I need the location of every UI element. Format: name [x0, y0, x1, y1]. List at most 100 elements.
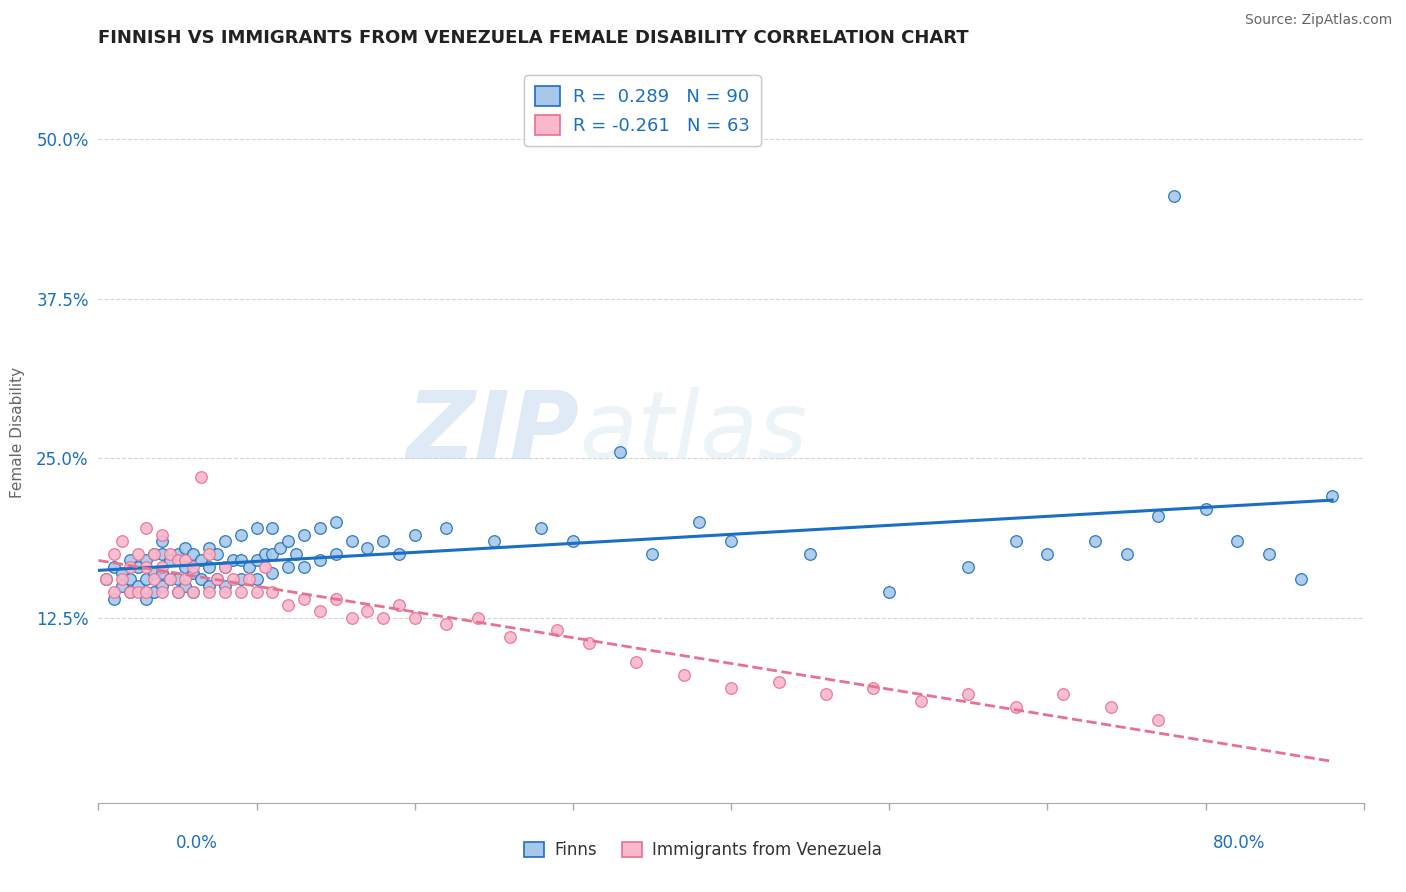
- Point: [309, 521, 332, 535]
- Point: [214, 534, 236, 549]
- Point: [356, 604, 378, 618]
- Point: [238, 559, 260, 574]
- Point: [111, 534, 134, 549]
- Point: [371, 534, 394, 549]
- Point: [229, 585, 252, 599]
- Point: [1004, 534, 1026, 549]
- Point: [546, 624, 568, 638]
- Point: [150, 547, 173, 561]
- Y-axis label: Female Disability: Female Disability: [10, 367, 25, 499]
- Point: [159, 573, 181, 587]
- Point: [174, 579, 197, 593]
- Point: [688, 515, 710, 529]
- Point: [253, 547, 276, 561]
- Point: [96, 573, 118, 587]
- Point: [285, 547, 308, 561]
- Point: [205, 547, 228, 561]
- Text: ZIP: ZIP: [406, 386, 579, 479]
- Point: [720, 534, 742, 549]
- Point: [166, 553, 188, 567]
- Point: [436, 521, 458, 535]
- Point: [135, 591, 157, 606]
- Point: [174, 541, 197, 555]
- Point: [467, 611, 489, 625]
- Point: [609, 444, 631, 458]
- Point: [340, 611, 363, 625]
- Point: [159, 553, 181, 567]
- Point: [672, 668, 695, 682]
- Point: [246, 553, 269, 567]
- Text: FINNISH VS IMMIGRANTS FROM VENEZUELA FEMALE DISABILITY CORRELATION CHART: FINNISH VS IMMIGRANTS FROM VENEZUELA FEM…: [98, 29, 969, 47]
- Point: [214, 559, 236, 574]
- Point: [325, 515, 347, 529]
- Point: [142, 547, 165, 561]
- Point: [214, 579, 236, 593]
- Point: [1226, 534, 1249, 549]
- Point: [246, 585, 269, 599]
- Point: [190, 573, 212, 587]
- Point: [1322, 490, 1344, 504]
- Point: [127, 585, 149, 599]
- Point: [190, 470, 212, 484]
- Point: [103, 591, 125, 606]
- Point: [127, 547, 149, 561]
- Point: [183, 547, 205, 561]
- Point: [190, 553, 212, 567]
- Point: [482, 534, 505, 549]
- Point: [624, 656, 647, 670]
- Point: [269, 541, 291, 555]
- Point: [174, 573, 197, 587]
- Text: atlas: atlas: [579, 387, 807, 478]
- Point: [862, 681, 884, 695]
- Point: [238, 573, 260, 587]
- Text: 0.0%: 0.0%: [176, 834, 218, 852]
- Point: [877, 585, 900, 599]
- Point: [292, 559, 315, 574]
- Point: [103, 559, 125, 574]
- Point: [120, 553, 141, 567]
- Point: [1257, 547, 1279, 561]
- Point: [150, 566, 173, 580]
- Point: [1084, 534, 1107, 549]
- Point: [135, 521, 157, 535]
- Point: [198, 559, 221, 574]
- Point: [120, 573, 141, 587]
- Point: [262, 566, 284, 580]
- Point: [799, 547, 821, 561]
- Point: [159, 573, 181, 587]
- Point: [1289, 573, 1312, 587]
- Point: [205, 573, 228, 587]
- Point: [325, 591, 347, 606]
- Point: [150, 527, 173, 541]
- Point: [1004, 700, 1026, 714]
- Point: [277, 559, 299, 574]
- Point: [120, 585, 141, 599]
- Point: [292, 591, 315, 606]
- Point: [1052, 687, 1074, 701]
- Text: 80.0%: 80.0%: [1213, 834, 1265, 852]
- Point: [183, 559, 205, 574]
- Point: [150, 534, 173, 549]
- Point: [198, 547, 221, 561]
- Point: [277, 598, 299, 612]
- Point: [262, 585, 284, 599]
- Point: [229, 573, 252, 587]
- Point: [198, 541, 221, 555]
- Point: [229, 553, 252, 567]
- Point: [111, 579, 134, 593]
- Point: [498, 630, 520, 644]
- Point: [262, 521, 284, 535]
- Point: [127, 579, 149, 593]
- Point: [1036, 547, 1059, 561]
- Text: Source: ZipAtlas.com: Source: ZipAtlas.com: [1244, 13, 1392, 28]
- Point: [183, 585, 205, 599]
- Point: [262, 547, 284, 561]
- Point: [120, 585, 141, 599]
- Point: [641, 547, 664, 561]
- Point: [578, 636, 600, 650]
- Point: [436, 617, 458, 632]
- Point: [174, 559, 197, 574]
- Point: [159, 547, 181, 561]
- Point: [309, 604, 332, 618]
- Point: [1163, 189, 1185, 203]
